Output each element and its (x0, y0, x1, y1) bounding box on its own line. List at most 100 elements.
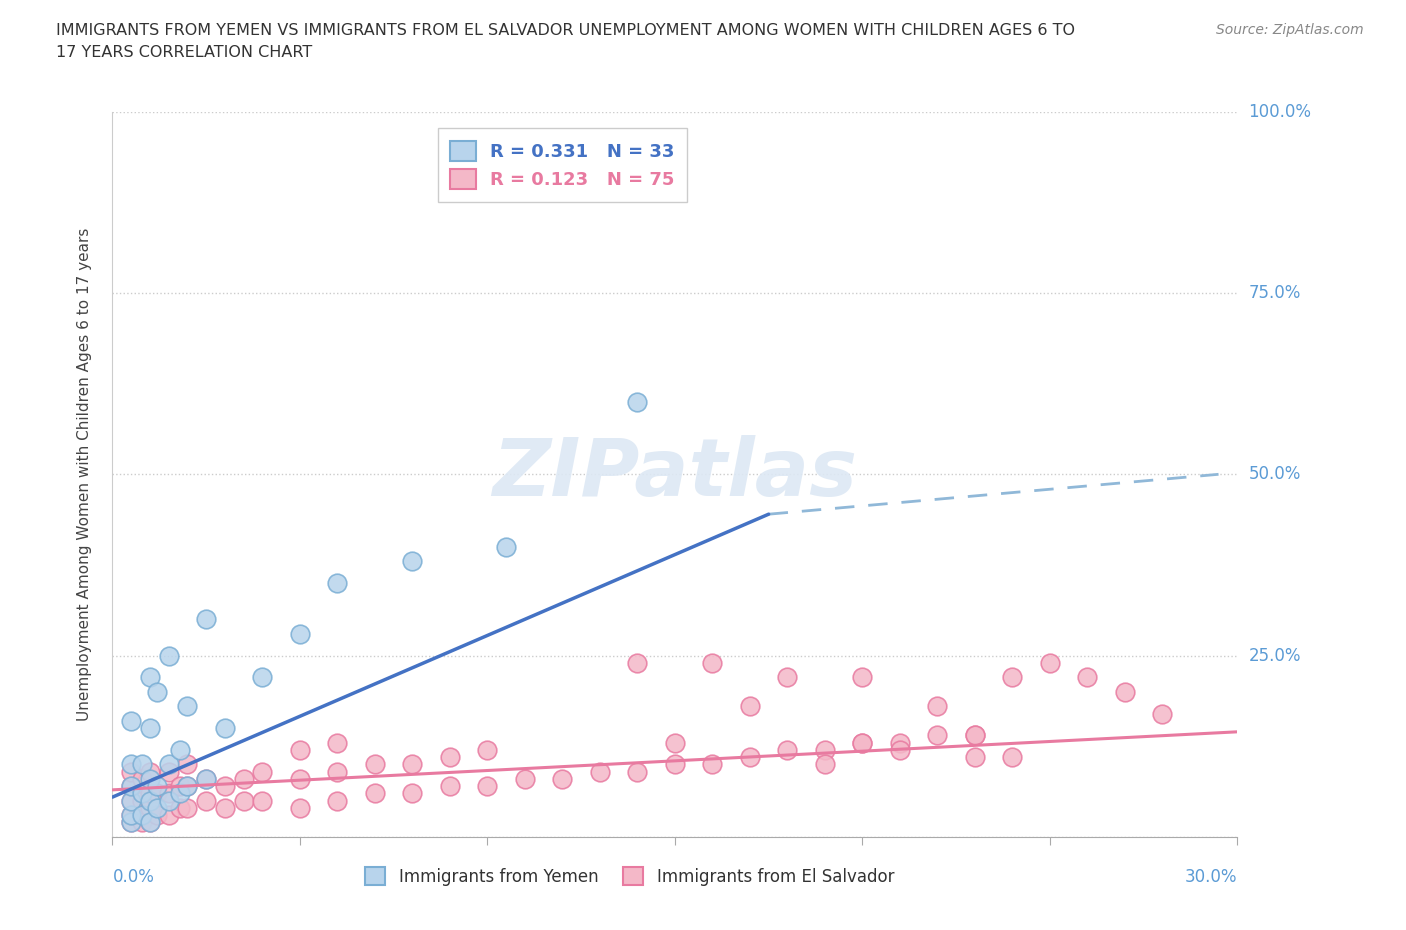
Point (702, 757, 724, 772)
Point (326, 793, 349, 808)
Point (120, 757, 142, 772)
Point (889, 736, 911, 751)
Point (477, 742, 499, 757)
Point (927, 699, 949, 714)
Point (401, 554, 423, 569)
Point (195, 612, 218, 627)
Point (252, 793, 274, 808)
Point (131, 793, 153, 808)
Text: Source: ZipAtlas.com: Source: ZipAtlas.com (1216, 23, 1364, 37)
Point (664, 757, 686, 772)
Point (169, 778, 191, 793)
Point (288, 627, 311, 642)
Text: ZIPatlas: ZIPatlas (492, 435, 858, 513)
Point (120, 808, 142, 823)
Y-axis label: Unemployment Among Women with Children Ages 6 to 17 years: Unemployment Among Women with Children A… (77, 228, 91, 721)
Point (176, 778, 198, 793)
Point (963, 728, 986, 743)
Point (139, 670, 162, 684)
Point (157, 757, 180, 772)
Point (139, 815, 162, 830)
Point (120, 815, 142, 830)
Point (195, 772, 218, 787)
Point (214, 721, 236, 736)
Text: 25.0%: 25.0% (1249, 646, 1301, 665)
Point (401, 786, 423, 801)
Point (626, 764, 648, 779)
Point (851, 736, 873, 751)
Text: IMMIGRANTS FROM YEMEN VS IMMIGRANTS FROM EL SALVADOR UNEMPLOYMENT AMONG WOMEN WI: IMMIGRANTS FROM YEMEN VS IMMIGRANTS FROM… (56, 23, 1076, 38)
Point (626, 656, 648, 671)
Point (214, 778, 236, 793)
Text: 50.0%: 50.0% (1249, 465, 1301, 484)
Point (157, 793, 180, 808)
Point (157, 764, 180, 779)
Point (139, 793, 162, 808)
Point (232, 772, 254, 787)
Point (169, 786, 191, 801)
Text: 75.0%: 75.0% (1249, 284, 1301, 302)
Point (738, 750, 761, 764)
Point (1076, 670, 1098, 684)
Point (139, 772, 162, 787)
Point (139, 815, 162, 830)
Point (120, 764, 142, 779)
Point (120, 808, 142, 823)
Point (214, 801, 236, 816)
Point (477, 778, 499, 793)
Point (702, 656, 724, 671)
Point (551, 772, 574, 787)
Point (851, 670, 873, 684)
Text: 30.0%: 30.0% (1185, 868, 1237, 885)
Point (195, 793, 218, 808)
Point (889, 742, 911, 757)
Point (851, 736, 873, 751)
Text: 100.0%: 100.0% (1249, 102, 1312, 121)
Point (176, 778, 198, 793)
Point (776, 670, 799, 684)
Point (157, 808, 180, 823)
Point (131, 815, 153, 830)
Point (589, 764, 612, 779)
Text: 0.0%: 0.0% (112, 868, 155, 885)
Point (288, 742, 311, 757)
Point (738, 699, 761, 714)
Point (146, 786, 169, 801)
Point (195, 772, 218, 787)
Point (288, 801, 311, 816)
Point (326, 576, 349, 591)
Point (120, 815, 142, 830)
Point (131, 757, 153, 772)
Point (131, 786, 153, 801)
Point (927, 728, 949, 743)
Point (1001, 670, 1024, 684)
Point (146, 801, 169, 816)
Point (176, 801, 198, 816)
Point (157, 648, 180, 663)
Legend: Immigrants from Yemen, Immigrants from El Salvador: Immigrants from Yemen, Immigrants from E… (357, 859, 903, 894)
Point (364, 786, 387, 801)
Point (326, 736, 349, 751)
Point (176, 757, 198, 772)
Point (146, 808, 169, 823)
Point (814, 742, 837, 757)
Point (139, 801, 162, 816)
Point (963, 750, 986, 764)
Point (963, 728, 986, 743)
Point (364, 757, 387, 772)
Point (169, 742, 191, 757)
Point (146, 778, 169, 793)
Point (139, 721, 162, 736)
Point (139, 786, 162, 801)
Point (139, 764, 162, 779)
Point (439, 750, 461, 764)
Point (232, 793, 254, 808)
Point (131, 772, 153, 787)
Point (146, 684, 169, 699)
Point (664, 736, 686, 751)
Point (439, 778, 461, 793)
Point (157, 786, 180, 801)
Point (1152, 706, 1174, 721)
Point (1114, 684, 1136, 699)
Point (814, 757, 837, 772)
